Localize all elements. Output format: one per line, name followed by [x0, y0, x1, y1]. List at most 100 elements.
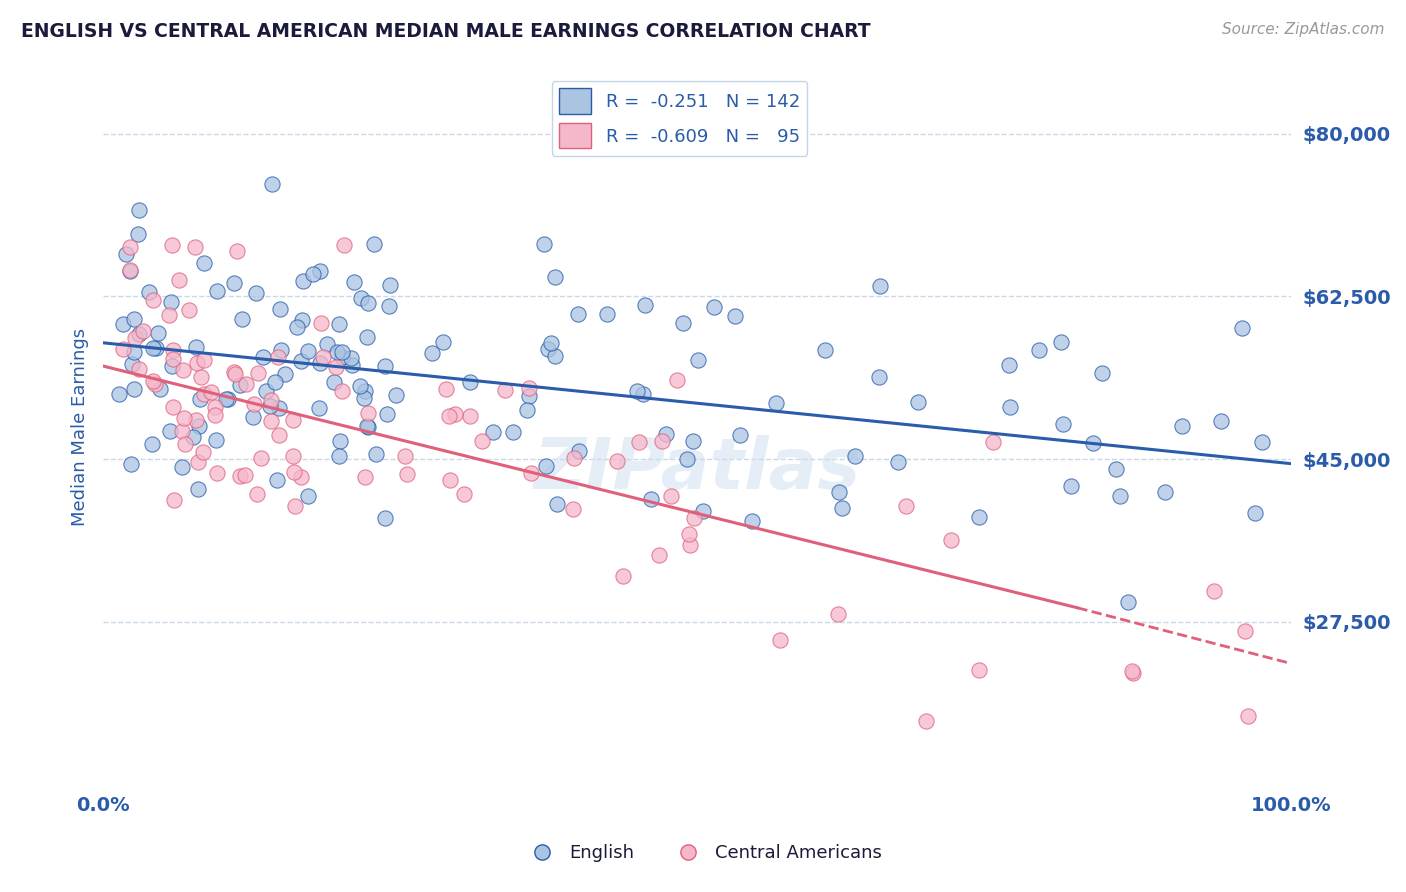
- Point: [309, 316, 332, 330]
- Point: [495, 384, 517, 398]
- Point: [907, 395, 929, 409]
- Point: [184, 240, 207, 254]
- Point: [896, 499, 918, 513]
- Point: [254, 384, 277, 398]
- Point: [967, 510, 990, 524]
- Point: [160, 359, 183, 373]
- Point: [1118, 594, 1140, 608]
- Point: [353, 391, 375, 405]
- Point: [356, 419, 378, 434]
- Text: Source: ZipAtlas.com: Source: ZipAtlas.com: [1222, 22, 1385, 37]
- Point: [142, 293, 165, 307]
- Point: [145, 341, 167, 355]
- Point: [633, 387, 655, 401]
- Point: [188, 419, 211, 434]
- Point: [325, 344, 347, 359]
- Point: [108, 387, 131, 401]
- Point: [291, 313, 314, 327]
- Point: [728, 427, 751, 442]
- Point: [309, 356, 332, 370]
- Point: [184, 340, 207, 354]
- Point: [363, 236, 385, 251]
- Point: [375, 408, 398, 422]
- Point: [481, 425, 503, 439]
- Point: [828, 485, 851, 500]
- Text: ZIPatlas: ZIPatlas: [533, 435, 860, 504]
- Point: [124, 345, 146, 359]
- Point: [285, 320, 308, 334]
- Point: [312, 350, 335, 364]
- Point: [458, 409, 481, 424]
- Point: [1209, 414, 1232, 428]
- Point: [655, 426, 678, 441]
- Point: [111, 342, 134, 356]
- Point: [173, 410, 195, 425]
- Point: [651, 434, 673, 448]
- Point: [659, 489, 682, 503]
- Point: [308, 264, 330, 278]
- Point: [1244, 506, 1267, 520]
- Point: [813, 343, 835, 357]
- Point: [676, 452, 699, 467]
- Point: [686, 352, 709, 367]
- Legend: English, Central Americans: English, Central Americans: [516, 838, 890, 870]
- Point: [127, 227, 149, 241]
- Point: [204, 408, 226, 422]
- Point: [149, 382, 172, 396]
- Point: [193, 256, 215, 270]
- Point: [290, 470, 312, 484]
- Point: [831, 501, 853, 516]
- Point: [724, 309, 747, 323]
- Point: [703, 300, 725, 314]
- Point: [544, 349, 567, 363]
- Point: [1171, 419, 1194, 434]
- Point: [1052, 417, 1074, 432]
- Point: [502, 425, 524, 440]
- Point: [1028, 343, 1050, 358]
- Point: [540, 336, 562, 351]
- Point: [349, 379, 371, 393]
- Point: [224, 368, 246, 382]
- Text: ENGLISH VS CENTRAL AMERICAN MEDIAN MALE EARNINGS CORRELATION CHART: ENGLISH VS CENTRAL AMERICAN MEDIAN MALE …: [21, 22, 870, 41]
- Point: [204, 401, 226, 415]
- Point: [124, 382, 146, 396]
- Point: [886, 455, 908, 469]
- Point: [330, 384, 353, 398]
- Point: [672, 316, 695, 330]
- Point: [297, 344, 319, 359]
- Point: [939, 533, 962, 548]
- Point: [741, 514, 763, 528]
- Point: [162, 343, 184, 357]
- Legend: R =  -0.251   N = 142, R =  -0.609   N =   95: R = -0.251 N = 142, R = -0.609 N = 95: [551, 81, 807, 156]
- Point: [1109, 489, 1132, 503]
- Point: [354, 384, 377, 399]
- Point: [357, 296, 380, 310]
- Point: [260, 414, 283, 428]
- Point: [374, 359, 396, 373]
- Point: [262, 177, 284, 191]
- Point: [682, 511, 704, 525]
- Point: [1202, 584, 1225, 599]
- Point: [200, 384, 222, 399]
- Point: [544, 269, 567, 284]
- Point: [1059, 479, 1081, 493]
- Point: [357, 406, 380, 420]
- Point: [665, 373, 688, 387]
- Point: [537, 342, 560, 356]
- Point: [228, 378, 250, 392]
- Point: [394, 449, 416, 463]
- Point: [340, 351, 363, 365]
- Point: [142, 375, 165, 389]
- Point: [172, 363, 194, 377]
- Point: [205, 285, 228, 299]
- Point: [562, 450, 585, 465]
- Point: [229, 468, 252, 483]
- Point: [634, 298, 657, 312]
- Point: [167, 273, 190, 287]
- Point: [444, 407, 467, 421]
- Point: [1233, 624, 1256, 638]
- Point: [188, 392, 211, 407]
- Point: [1122, 665, 1144, 680]
- Point: [122, 311, 145, 326]
- Point: [184, 413, 207, 427]
